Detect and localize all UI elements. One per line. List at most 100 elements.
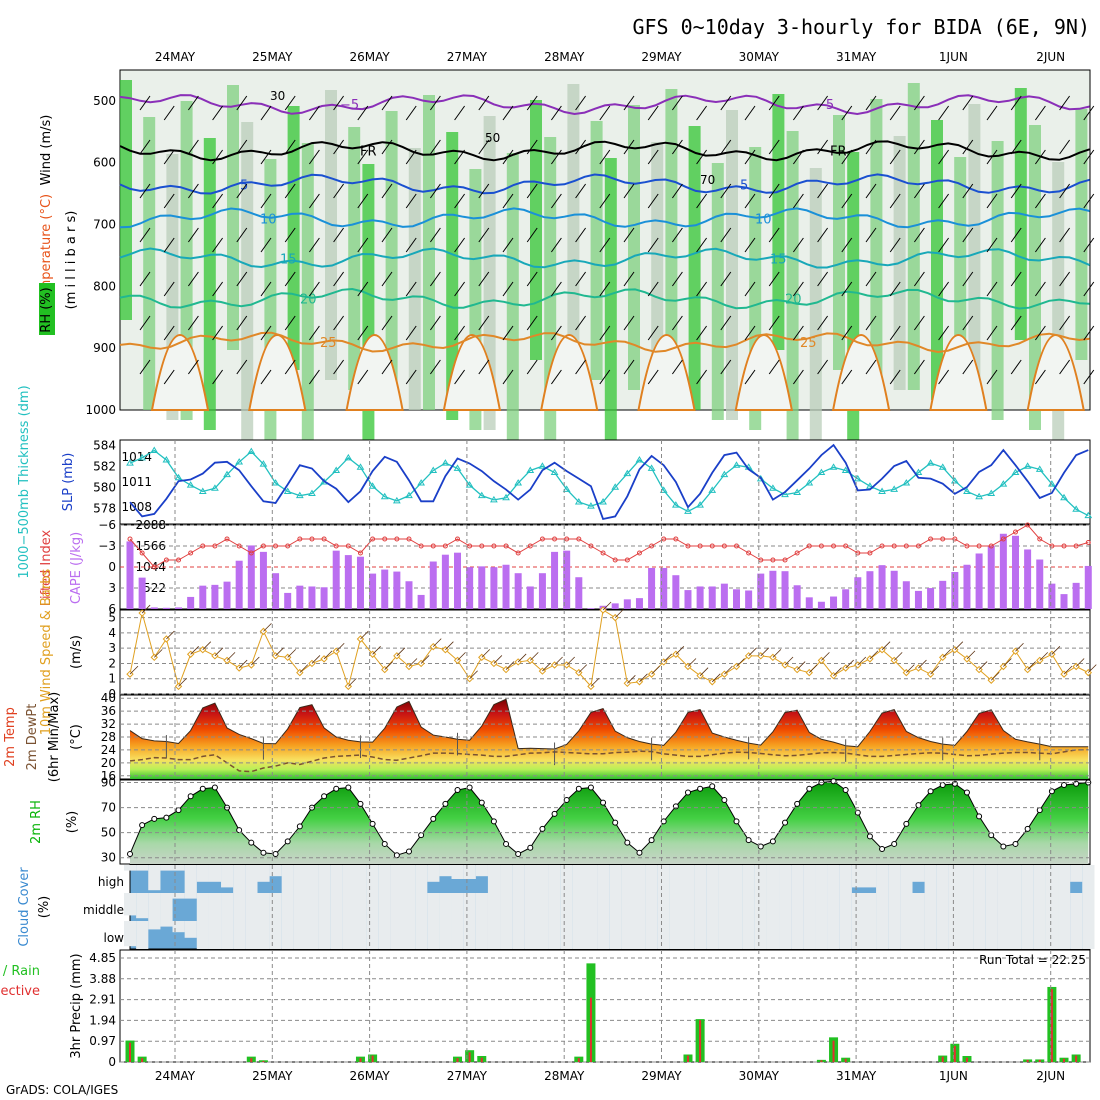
chart-title: GFS 0~10day 3-hourly for BIDA (6E, 9N) bbox=[632, 15, 1090, 39]
wind10m-barb bbox=[602, 601, 612, 611]
cape-bar bbox=[927, 588, 935, 609]
cloud-clear-cell bbox=[318, 893, 331, 921]
wind-barb bbox=[962, 95, 974, 111]
lifted-index-point bbox=[309, 536, 315, 542]
wind-barb bbox=[550, 149, 562, 165]
wind-barb bbox=[333, 95, 345, 111]
cloud-clear-cell bbox=[524, 865, 537, 893]
wind-barb bbox=[260, 281, 272, 297]
cape-bar bbox=[963, 564, 971, 609]
cloud-unit: (%) bbox=[37, 896, 52, 919]
cloud-clear-cell bbox=[851, 921, 864, 949]
cloud-clear-cell bbox=[985, 921, 998, 949]
rh2m-point bbox=[151, 815, 158, 822]
thickness-point bbox=[344, 453, 353, 461]
wind-barb bbox=[1034, 369, 1046, 385]
thickness-point bbox=[659, 486, 668, 493]
thickness-point bbox=[684, 507, 692, 514]
cloud-clear-cell bbox=[948, 893, 962, 921]
lifted-index-point bbox=[952, 536, 958, 542]
cape-bar bbox=[611, 603, 619, 609]
wind-barb bbox=[744, 105, 756, 121]
wind-barb bbox=[720, 139, 732, 155]
cloud-clear-cell bbox=[1045, 893, 1059, 921]
cloud-clear-cell bbox=[766, 893, 780, 921]
wind-barb bbox=[405, 149, 417, 165]
wind-barb bbox=[817, 183, 829, 199]
thickness-point bbox=[817, 468, 826, 476]
thickness-point bbox=[465, 481, 474, 488]
cloud-clear-cell bbox=[912, 921, 925, 949]
rh2m-point bbox=[915, 802, 922, 809]
cloud-clear-cell bbox=[475, 893, 488, 921]
thickness-point bbox=[538, 462, 547, 469]
wind10m-barb bbox=[517, 653, 527, 663]
isotherm-label: 10 bbox=[755, 212, 772, 227]
lifted-index-point bbox=[1037, 536, 1043, 542]
cloud-clear-cell bbox=[1082, 921, 1095, 949]
lifted-index-point bbox=[806, 543, 812, 549]
cloud-clear-cell bbox=[597, 865, 610, 893]
cloud-clear-cell bbox=[500, 921, 513, 949]
rh-band bbox=[287, 106, 300, 370]
wind10m-barb bbox=[1015, 642, 1024, 652]
wind-barb bbox=[986, 149, 998, 165]
rh2m-point bbox=[939, 782, 946, 789]
cloud-clear-cell bbox=[1070, 893, 1083, 921]
thickness-point bbox=[599, 497, 607, 505]
rh2m-point bbox=[333, 785, 340, 792]
wind-barb bbox=[792, 237, 804, 253]
rh2m-point bbox=[612, 819, 619, 826]
wind-barb bbox=[284, 95, 296, 111]
wind-barb bbox=[236, 95, 248, 111]
wind-barb bbox=[575, 227, 587, 243]
thickness-point bbox=[1023, 462, 1032, 469]
cloud-clear-cell bbox=[572, 921, 586, 949]
wind10m-barb bbox=[857, 656, 867, 666]
lifted-index-point bbox=[382, 536, 388, 542]
lifted-index-point bbox=[1061, 543, 1067, 549]
wind-barb bbox=[599, 149, 611, 165]
cloud-clear-cell bbox=[754, 893, 767, 921]
wind-barb bbox=[1034, 281, 1046, 297]
cloud-clear-cell bbox=[390, 893, 404, 921]
lifted-index-point bbox=[539, 536, 545, 542]
cloud-clear-cell bbox=[997, 893, 1010, 921]
rh2m-point bbox=[1024, 825, 1031, 832]
cape-bar bbox=[162, 607, 170, 609]
wind-barb bbox=[623, 271, 635, 287]
warm-dome bbox=[831, 334, 891, 411]
rh2m-panel: 30 50 70 90 2m RH (%) bbox=[29, 776, 1092, 865]
upper-rh-label: RH (%) bbox=[39, 287, 54, 332]
wind-barb bbox=[817, 95, 829, 111]
cape-bar bbox=[987, 545, 995, 609]
wind-barb bbox=[260, 149, 272, 165]
cloud-clear-cell bbox=[900, 921, 913, 949]
precip-tick: 2.91 bbox=[89, 993, 116, 1007]
lifted-index-tick: −3 bbox=[98, 539, 116, 553]
wind-barb bbox=[1010, 271, 1022, 287]
lifted-index-point bbox=[430, 543, 436, 549]
cloud-clear-cell bbox=[330, 921, 343, 949]
wind10m-barb bbox=[663, 653, 673, 663]
cape-bar bbox=[502, 564, 510, 609]
upper-air-y-tick: 900 bbox=[93, 341, 116, 355]
wind-barb bbox=[913, 95, 925, 111]
wind-barb bbox=[139, 271, 151, 287]
wind-barb bbox=[429, 359, 441, 375]
wind-barb bbox=[792, 325, 804, 341]
cloud-clear-cell bbox=[730, 893, 743, 921]
cloud-clear-cell bbox=[681, 893, 695, 921]
cloud-clear-cell bbox=[136, 893, 149, 919]
rh2m-point bbox=[490, 818, 497, 825]
wind10m-barb bbox=[784, 656, 794, 666]
thickness-point bbox=[368, 482, 377, 489]
wind-barb bbox=[381, 139, 393, 155]
wind10m-barb bbox=[372, 646, 381, 655]
temp2m-line bbox=[129, 698, 1089, 750]
cloud-clear-cell bbox=[281, 865, 294, 893]
cloud-clear-cell bbox=[378, 893, 391, 921]
rh2m-point bbox=[127, 850, 133, 857]
isotherm-label: 25 bbox=[800, 336, 817, 351]
